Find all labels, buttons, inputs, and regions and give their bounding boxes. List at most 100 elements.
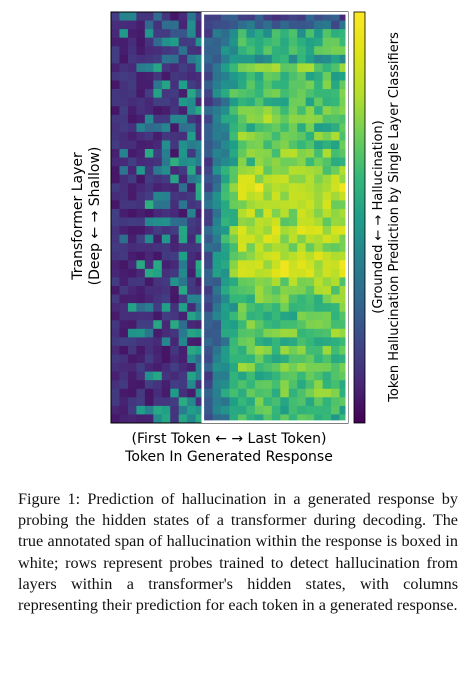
heatmap-cell <box>237 388 247 398</box>
heatmap-cell <box>305 166 315 176</box>
heatmap-cell <box>237 191 247 201</box>
heatmap-cell <box>136 286 146 295</box>
heatmap-cell <box>305 89 315 99</box>
heatmap-cell <box>111 140 120 150</box>
heatmap-cell <box>195 37 205 47</box>
heatmap-cell <box>314 63 323 73</box>
heatmap-cell <box>136 191 146 201</box>
heatmap-cell <box>314 29 323 39</box>
heatmap-cell <box>127 191 137 201</box>
heatmap-cell <box>339 200 349 210</box>
heatmap-cell <box>254 12 264 21</box>
heatmap-cell <box>288 251 298 261</box>
heatmap-cell <box>153 174 163 184</box>
heatmap-cell <box>229 268 239 278</box>
heatmap-cell <box>339 106 349 116</box>
heatmap-cell <box>288 363 298 373</box>
heatmap-cell <box>297 166 307 176</box>
heatmap-cell <box>314 54 323 64</box>
heatmap-cell <box>204 123 213 133</box>
heatmap-cell <box>153 337 163 347</box>
heatmap-cell <box>144 157 154 167</box>
heatmap-cell <box>127 89 137 99</box>
heatmap-cell <box>136 277 146 287</box>
heatmap-cell <box>221 80 230 90</box>
heatmap-cell <box>280 37 290 47</box>
heatmap-cell <box>119 243 129 253</box>
heatmap-cell <box>170 89 180 99</box>
heatmap-cell <box>119 337 129 347</box>
heatmap-cell <box>246 234 256 244</box>
heatmap-cell <box>178 191 188 201</box>
heatmap-cell <box>331 183 340 193</box>
heatmap-cell <box>229 388 239 398</box>
heatmap-cell <box>322 414 332 424</box>
heatmap-cell <box>195 234 205 244</box>
heatmap-cell <box>229 234 239 244</box>
heatmap-cell <box>212 320 222 330</box>
heatmap-cell <box>271 311 281 321</box>
heatmap-cell <box>221 380 230 390</box>
heatmap-cell <box>221 63 230 73</box>
heatmap-cell <box>288 226 298 236</box>
heatmap-cell <box>187 200 197 210</box>
heatmap-cell <box>339 80 349 90</box>
heatmap-cell <box>212 123 222 133</box>
heatmap-cell <box>212 54 222 64</box>
heatmap-cell <box>178 328 188 338</box>
heatmap-cell <box>153 123 163 133</box>
heatmap-cell <box>204 397 213 407</box>
heatmap-cell <box>221 174 230 184</box>
heatmap-cell <box>271 183 281 193</box>
heatmap-cell <box>271 380 281 390</box>
heatmap-cell <box>127 140 137 150</box>
heatmap-cell <box>187 20 197 30</box>
colorbar-label-line2: Token Hallucination Prediction by Single… <box>387 32 402 403</box>
heatmap-cell <box>305 123 315 133</box>
heatmap-cell <box>322 328 332 338</box>
heatmap-cell <box>187 97 197 107</box>
heatmap-cell <box>212 12 222 21</box>
heatmap-cell <box>221 12 230 21</box>
heatmap-cell <box>229 200 239 210</box>
heatmap-cell <box>322 166 332 176</box>
heatmap-cell <box>187 29 197 39</box>
heatmap-cell <box>305 251 315 261</box>
heatmap-cell <box>254 89 264 99</box>
heatmap-cell <box>263 388 273 398</box>
heatmap-cell <box>136 320 146 330</box>
heatmap-cell <box>127 388 137 398</box>
heatmap-cell <box>246 97 256 107</box>
heatmap-cell <box>322 234 332 244</box>
heatmap-cell <box>263 226 273 236</box>
heatmap-cell <box>331 46 340 56</box>
heatmap-cell <box>297 131 307 141</box>
heatmap-cell <box>187 226 197 236</box>
heatmap-cell <box>288 97 298 107</box>
heatmap-cell <box>195 414 205 424</box>
heatmap-cell <box>195 191 205 201</box>
heatmap-cell <box>187 397 197 407</box>
heatmap-cell <box>178 157 188 167</box>
heatmap-cell <box>119 380 129 390</box>
heatmap-cell <box>246 54 256 64</box>
heatmap-cell <box>127 414 137 424</box>
heatmap-cell <box>339 337 349 347</box>
heatmap-cell <box>288 63 298 73</box>
heatmap-cell <box>161 405 171 415</box>
heatmap-cell <box>153 286 163 295</box>
heatmap-cell <box>127 380 137 390</box>
heatmap-cell <box>288 29 298 39</box>
heatmap-cell <box>153 243 163 253</box>
heatmap-cell <box>161 397 171 407</box>
heatmap-cell <box>237 157 247 167</box>
heatmap-cell <box>322 354 332 364</box>
heatmap-cell <box>204 140 213 150</box>
heatmap-cell <box>322 131 332 141</box>
heatmap-cell <box>119 29 129 39</box>
heatmap-cell <box>136 106 146 116</box>
heatmap-cell <box>119 174 129 184</box>
heatmap-cell <box>314 149 323 158</box>
heatmap-cell <box>195 174 205 184</box>
heatmap-cell <box>254 337 264 347</box>
